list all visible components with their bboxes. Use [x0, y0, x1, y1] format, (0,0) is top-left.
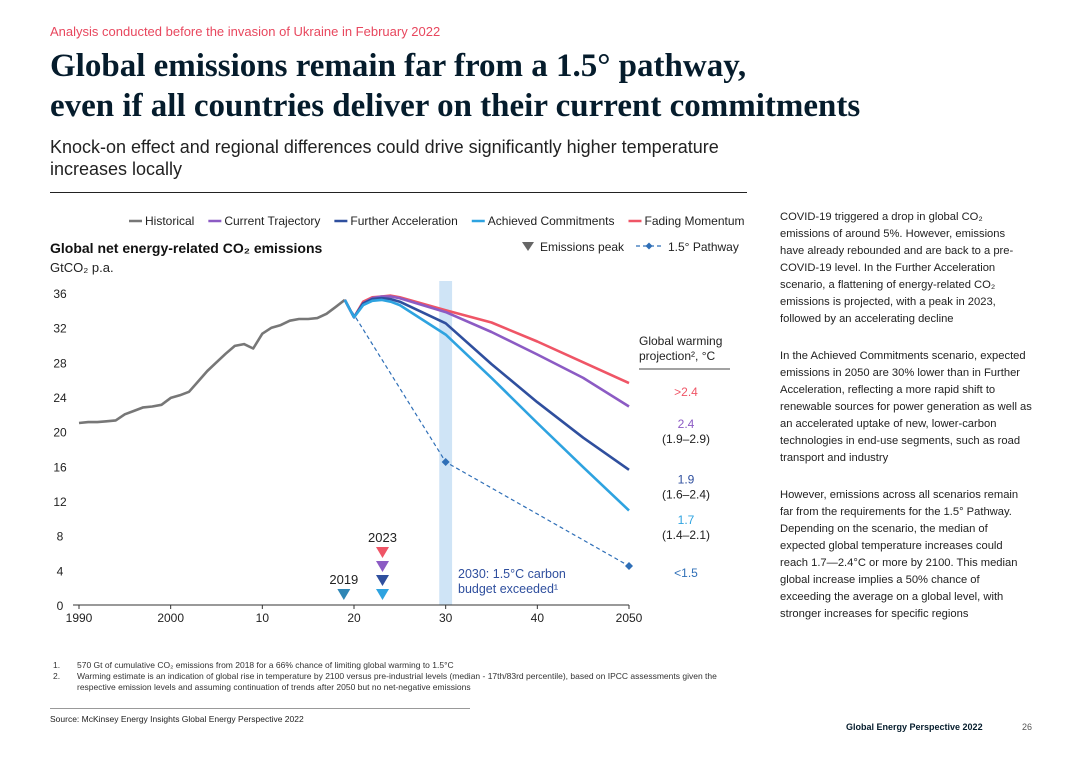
emissions-peak-marker	[376, 547, 389, 558]
title-line: Global emissions remain far from a 1.5° …	[50, 48, 747, 84]
footnotes: 1. 570 Gt of cumulative CO₂ emissions fr…	[53, 660, 733, 693]
y-tick-label: 20	[53, 426, 67, 440]
subtitle-line: increases locally	[50, 159, 183, 179]
pathway-marker	[441, 458, 450, 466]
series-line-historical	[78, 298, 346, 425]
warming-header: Global warming	[639, 334, 722, 348]
series-line-fading-momentum	[343, 294, 630, 385]
footnote-text: Warming estimate is an indication of glo…	[77, 671, 717, 692]
x-tick-label: 10	[256, 611, 270, 625]
y-tick-label: 36	[53, 287, 67, 301]
y-tick-label: 12	[53, 495, 67, 509]
emissions-peak-marker	[376, 575, 389, 586]
commentary-panel: COVID-19 triggered a drop in global CO₂ …	[780, 209, 1032, 643]
x-tick-label: 1990	[66, 611, 93, 625]
pathway-marker	[625, 562, 633, 570]
page-subtitle: Knock-on effect and regional differences…	[50, 136, 750, 180]
footnote-number: 1.	[53, 660, 61, 670]
source-divider	[50, 708, 470, 709]
footnote-text: 570 Gt of cumulative CO₂ emissions from …	[77, 660, 454, 670]
legend-label: 1.5° Pathway	[668, 240, 739, 254]
legend-label: Historical	[145, 214, 194, 228]
commentary-paragraph: In the Achieved Commitments scenario, ex…	[780, 350, 1032, 464]
source-note: Source: McKinsey Energy Insights Global …	[50, 714, 304, 724]
pathway-legend-marker	[645, 242, 653, 250]
x-tick-label: 2050	[616, 611, 643, 625]
y-tick-label: 32	[53, 322, 67, 336]
series-line-current-trajectory	[343, 295, 630, 408]
chart-title: Global net energy-related CO₂ emissions	[50, 240, 323, 256]
footer-title: Global Energy Perspective 2022	[846, 722, 983, 732]
legend-label: Fading Momentum	[644, 214, 744, 228]
legend-label: Emissions peak	[540, 240, 625, 254]
legend-label: Achieved Commitments	[488, 214, 615, 228]
title-line: even if all countries deliver on their c…	[50, 88, 861, 124]
y-tick-label: 28	[53, 356, 67, 370]
page-number: 26	[1022, 722, 1033, 732]
footnote-item: 1. 570 Gt of cumulative CO₂ emissions fr…	[53, 660, 733, 671]
eyebrow-note: Analysis conducted before the invasion o…	[50, 24, 441, 39]
page-title: Global emissions remain far from a 1.5° …	[50, 46, 1010, 126]
warming-range: (1.6–2.4)	[662, 487, 710, 501]
commentary-paragraph: COVID-19 triggered a drop in global CO₂ …	[780, 211, 1014, 325]
peak-year-label: 2023	[368, 530, 397, 545]
x-tick-label: 2000	[157, 611, 184, 625]
subtitle-line: Knock-on effect and regional differences…	[50, 137, 719, 157]
title-divider	[50, 192, 747, 193]
warming-value: >2.4	[674, 385, 698, 399]
y-tick-label: 16	[53, 460, 67, 474]
emissions-peak-marker	[337, 589, 351, 600]
warming-value: <1.5	[674, 566, 698, 580]
series-line-1-5-pathway	[344, 299, 630, 567]
footnote-number: 2.	[53, 671, 61, 681]
y-tick-label: 0	[57, 599, 64, 613]
peak-year-label: 2019	[329, 572, 358, 587]
warming-value: 1.7	[678, 513, 695, 527]
x-tick-label: 30	[439, 611, 453, 625]
emissions-peak-marker	[376, 589, 389, 600]
y-tick-label: 4	[57, 564, 64, 578]
warming-value: 2.4	[678, 417, 695, 431]
commentary-paragraph: However, emissions across all scenarios …	[780, 489, 1019, 620]
emissions-peak-marker	[376, 561, 389, 572]
warming-range: (1.9–2.9)	[662, 432, 710, 446]
y-tick-label: 8	[57, 530, 64, 544]
footnote-item: 2. Warming estimate is an indication of …	[53, 671, 733, 693]
carbon-budget-label: budget exceeded¹	[458, 582, 558, 596]
carbon-budget-band	[439, 281, 453, 605]
legend-label: Further Acceleration	[350, 214, 457, 228]
carbon-budget-label: 2030: 1.5°C carbon	[458, 567, 566, 581]
series-line-achieved-commitments	[343, 298, 630, 512]
emissions-peak-legend-icon	[522, 242, 534, 251]
warming-header: projection², °C	[639, 349, 715, 363]
warming-value: 1.9	[678, 472, 695, 486]
x-tick-label: 40	[531, 611, 545, 625]
series-line-further-acceleration	[343, 296, 630, 471]
x-tick-label: 20	[347, 611, 361, 625]
legend-label: Current Trajectory	[224, 214, 320, 228]
y-tick-label: 24	[53, 391, 67, 405]
warming-range: (1.4–2.1)	[662, 528, 710, 542]
y-axis-unit: GtCO₂ p.a.	[50, 260, 114, 275]
emissions-chart: Global net energy-related CO₂ emissions G…	[50, 214, 745, 625]
